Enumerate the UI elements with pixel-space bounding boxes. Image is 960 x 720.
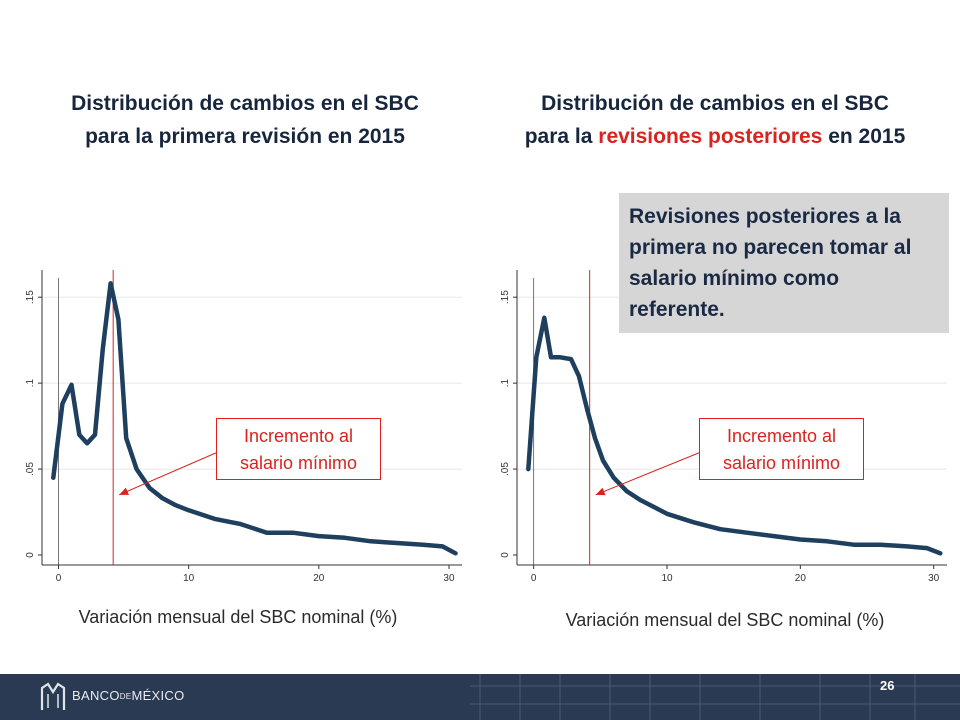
- right-chart-title: Distribución de cambios en el SBC para l…: [485, 87, 945, 153]
- x-tick-label: 0: [56, 573, 62, 584]
- callout-arrow-head: [595, 487, 606, 496]
- y-tick-label: .15: [25, 290, 36, 304]
- y-tick-label: .05: [25, 462, 36, 476]
- y-tick-label: 0: [25, 552, 36, 558]
- left-title-line1: Distribución de cambios en el SBC: [71, 92, 419, 115]
- left-title-line2: para la primera revisión en 2015: [85, 125, 405, 148]
- x-tick-label: 10: [661, 573, 673, 584]
- x-tick-label: 0: [531, 573, 537, 584]
- right-title-highlight: revisiones posteriores: [598, 125, 823, 148]
- x-tick-label: 10: [183, 573, 195, 584]
- x-tick-label: 20: [313, 573, 325, 584]
- left-density-chart: 0 .05 .1 .15 0 10 20 30: [25, 270, 462, 584]
- bank-name: BANCODEMÉXICO: [72, 688, 185, 703]
- right-x-axis-label: Variación mensual del SBC nominal (%): [565, 610, 885, 630]
- y-tick-label: .15: [500, 290, 511, 304]
- footer-bar: BANCODEMÉXICO 26: [0, 674, 960, 720]
- density-series-line: [526, 315, 943, 556]
- bank-logo-icon: [40, 682, 66, 710]
- revisions-note-box: Revisiones posteriores a la primera no p…: [619, 193, 949, 333]
- callout-arrow-head: [119, 487, 130, 495]
- callout-arrow-line: [595, 451, 702, 496]
- callout-arrow-line: [118, 451, 219, 496]
- footer-decoration: [470, 674, 960, 720]
- right-title-post: en 2015: [822, 125, 906, 148]
- density-series-line: [51, 281, 458, 556]
- right-minimum-wage-callout: Incremento al salario mínimo: [699, 418, 864, 480]
- right-title-line2: para la revisiones posteriores en 2015: [485, 120, 945, 153]
- x-tick-label: 20: [795, 573, 807, 584]
- left-minimum-wage-callout: Incremento al salario mínimo: [216, 418, 381, 480]
- y-tick-label: .05: [500, 462, 511, 476]
- page-number: 26: [880, 678, 895, 693]
- y-tick-label: .1: [25, 379, 36, 388]
- y-tick-label: .1: [500, 379, 511, 388]
- x-tick-label: 30: [928, 573, 940, 584]
- left-chart-title: Distribución de cambios en el SBC para l…: [15, 87, 475, 153]
- y-tick-label: 0: [500, 552, 511, 558]
- right-title-pre: para la: [524, 125, 599, 148]
- left-x-axis-label: Variación mensual del SBC nominal (%): [78, 607, 398, 627]
- x-tick-label: 30: [443, 573, 455, 584]
- right-title-line1: Distribución de cambios en el SBC: [541, 92, 889, 115]
